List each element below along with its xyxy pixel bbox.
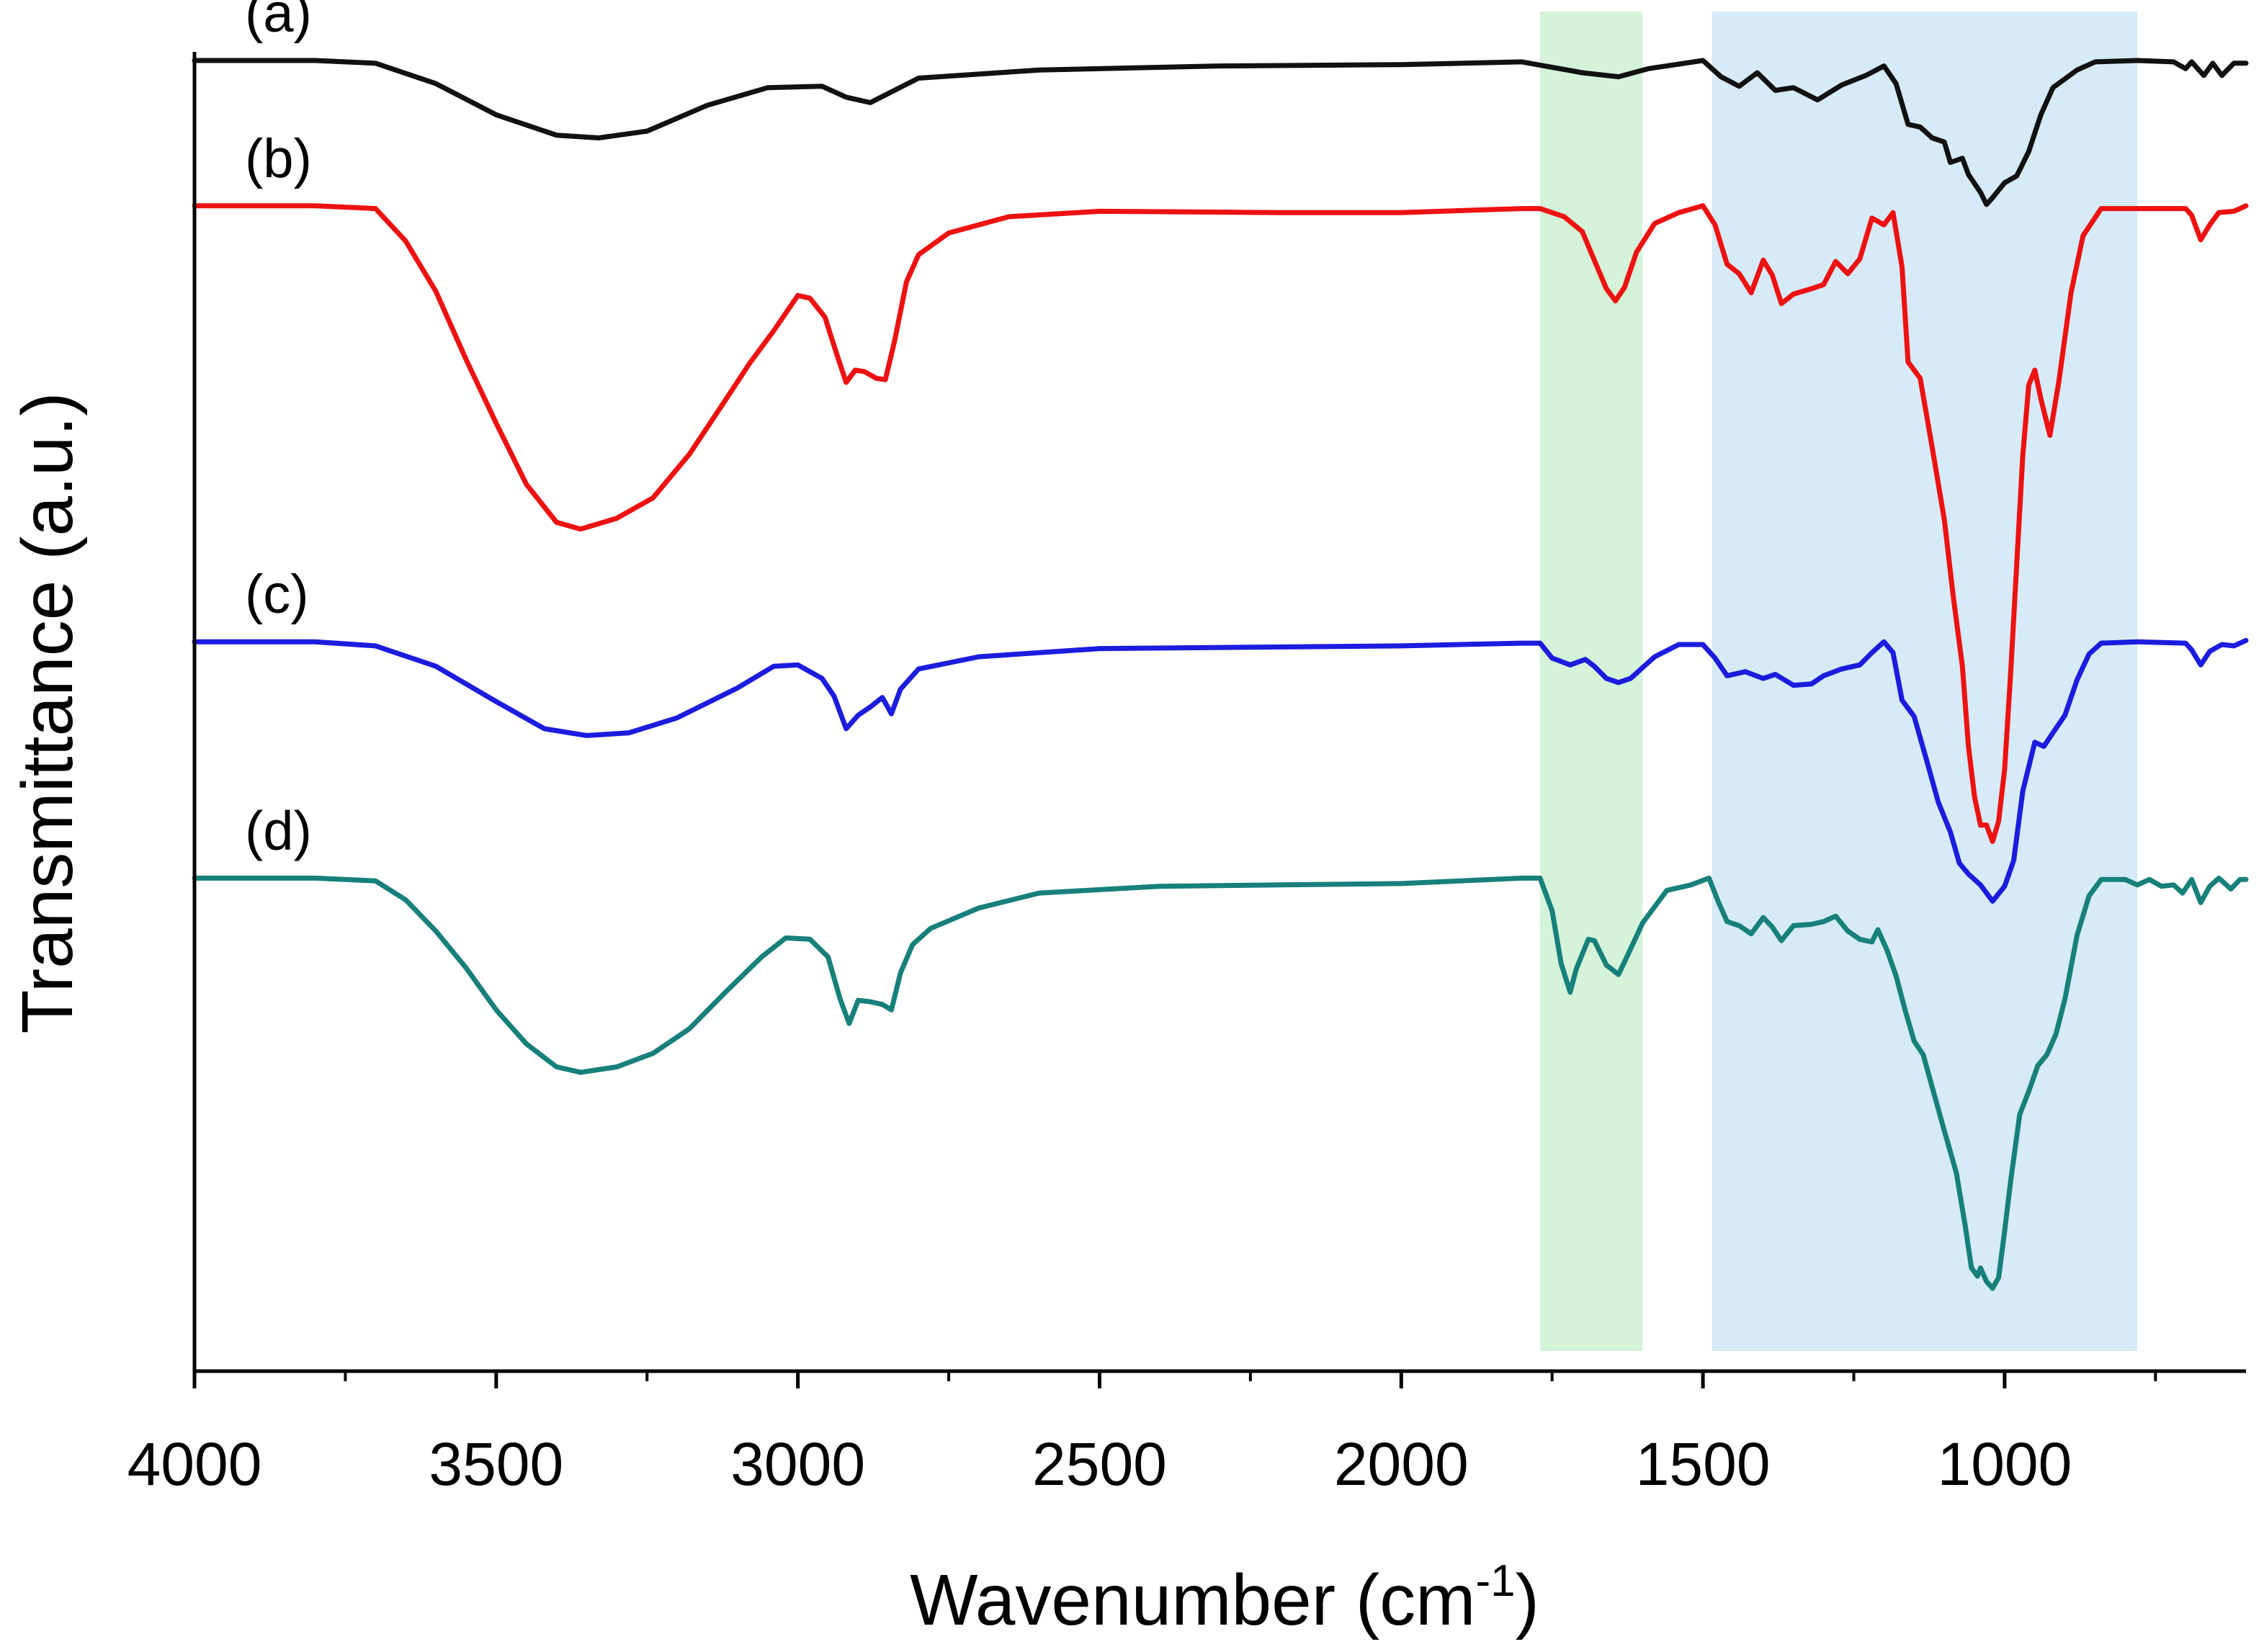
x-ticks: 4000 3500 3000 2500 2000 1500 1000 xyxy=(127,1371,2157,1498)
series-label-c: (c) xyxy=(245,564,309,625)
x-axis-title-superscript: -1 xyxy=(1475,1556,1515,1606)
series-line-b xyxy=(192,203,2249,844)
x-axis-title: Wavenumber (cm-1) xyxy=(910,1556,1539,1640)
blue-band xyxy=(1712,12,2138,1351)
series-line-c xyxy=(192,637,2249,904)
x-axis-title-close: ) xyxy=(1516,1560,1539,1640)
x-tick-label: 3000 xyxy=(730,1430,865,1498)
x-tick-label: 2500 xyxy=(1032,1430,1167,1498)
x-tick-label: 4000 xyxy=(127,1430,262,1498)
series-label-d: (d) xyxy=(245,800,312,861)
axes xyxy=(192,52,2246,1373)
series-label-b: (b) xyxy=(245,128,312,189)
series-line-a xyxy=(192,58,2249,207)
series-lines xyxy=(192,58,2249,1291)
y-axis-title: Transmittance (a.u.) xyxy=(7,392,88,1033)
x-tick-label: 3500 xyxy=(429,1430,563,1498)
x-axis-title-main: Wavenumber (cm xyxy=(910,1560,1475,1640)
x-tick-label: 1500 xyxy=(1636,1430,1771,1498)
series-line-d xyxy=(192,875,2249,1291)
series-label-a: (a) xyxy=(245,0,312,44)
x-tick-label: 1000 xyxy=(1938,1430,2072,1498)
series-labels: (a) (b) (c) (d) xyxy=(245,0,312,861)
x-tick-label: 2000 xyxy=(1334,1430,1469,1498)
